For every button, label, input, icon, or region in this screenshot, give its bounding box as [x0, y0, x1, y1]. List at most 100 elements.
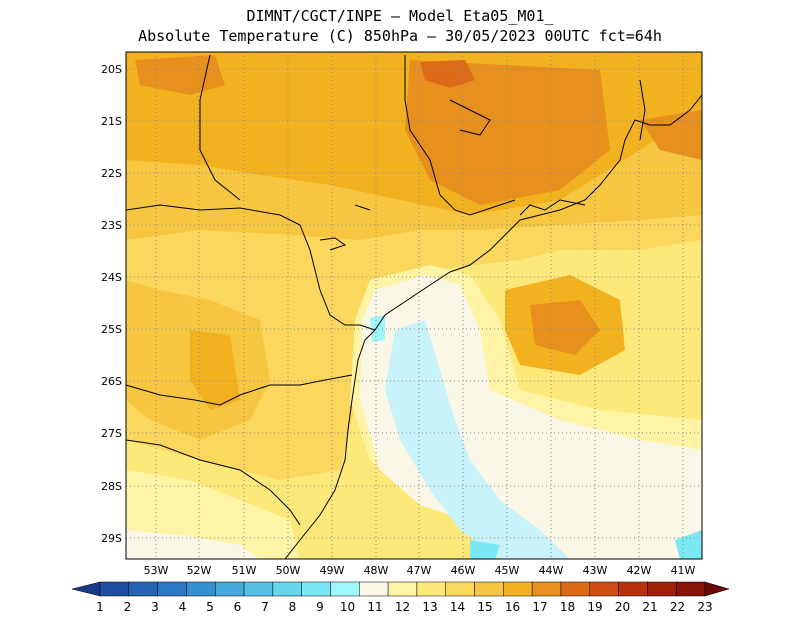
colorbar-swatch [445, 581, 475, 597]
reservoir-lines [449, 99, 491, 136]
colorbar-swatch [675, 581, 706, 597]
lon-label: 50W [276, 564, 301, 577]
colorbar-label: 4 [179, 600, 187, 614]
colorbar-swatch [157, 581, 187, 597]
field-17-east [640, 110, 702, 160]
river-lines [354, 204, 371, 211]
colorbar-arrow-low [71, 581, 101, 597]
colorbar-label: 14 [450, 600, 465, 614]
lat-label: 25S [101, 323, 122, 336]
colorbar-swatch [359, 581, 389, 597]
lon-label: 52W [187, 564, 212, 577]
boundaries [126, 54, 702, 559]
colorbar-label: 16 [505, 600, 520, 614]
colorbar-swatch [531, 581, 562, 597]
state-border-mg [639, 79, 646, 141]
colorbar-label: 8 [289, 600, 297, 614]
colorbar-label: 9 [316, 600, 324, 614]
colorbar-label: 18 [560, 600, 575, 614]
map-title-line-2: Absolute Temperature (C) 850hPa – 30/05/… [138, 27, 662, 45]
lon-label: 42W [627, 564, 652, 577]
longitude-labels: 53W 52W 51W 50W 49W 48W 47W 46W 45W 44W … [144, 564, 696, 577]
lat-label: 27S [101, 427, 122, 440]
field-9-southeast [675, 530, 702, 559]
colorbar-label: 5 [206, 600, 214, 614]
colorbar-label: 7 [261, 600, 269, 614]
state-border-rj [519, 199, 586, 216]
field-10-bay [370, 315, 385, 342]
lon-label: 45W [495, 564, 520, 577]
state-border-pr [126, 204, 376, 331]
colorbar-label: 20 [615, 600, 630, 614]
colorbar-swatch [589, 581, 619, 597]
state-border-sp [404, 55, 516, 216]
lat-label: 20S [101, 63, 122, 76]
colorbar-swatch [186, 581, 216, 597]
colorbar-label: 17 [532, 600, 547, 614]
lat-label: 24S [101, 271, 122, 284]
state-border-ms [199, 54, 241, 201]
map-title-line-1: DIMNT/CGCT/INPE – Model Eta05_M01_ [246, 7, 554, 25]
lon-label: 49W [320, 564, 345, 577]
colorbar-swatch [301, 581, 331, 597]
lat-label: 21S [101, 115, 122, 128]
colorbar-label: 10 [340, 600, 355, 614]
colorbar-swatch [272, 581, 302, 597]
colorbar-swatch [560, 581, 591, 597]
coastline [284, 94, 702, 559]
lon-label: 47W [407, 564, 432, 577]
colorbar-label: 6 [234, 600, 242, 614]
colorbar-swatch [99, 581, 130, 597]
colorbar-label: 2 [124, 600, 132, 614]
field-9-south [470, 540, 500, 559]
colorbar-label: 23 [697, 600, 712, 614]
map-frame [125, 51, 703, 560]
graticule [126, 52, 702, 559]
colorbar-label: 13 [422, 600, 437, 614]
colorbar-swatch [618, 581, 648, 597]
colorbar-arrow-high [704, 581, 730, 597]
temperature-field [126, 52, 702, 559]
colorbar-swatch [128, 581, 158, 597]
colorbar-label: 1 [96, 600, 104, 614]
colorbar: 1 2 3 4 5 6 7 8 9 10 11 12 13 14 15 16 17 18 19 20 21 22 23 [71, 581, 730, 614]
latitude-labels: 20S 21S 22S 23S 24S 25S 26S 27S 28S 29S [101, 63, 122, 545]
field-10-offshore [385, 320, 570, 559]
colorbar-swatch [503, 581, 533, 597]
field-18-core [420, 60, 475, 88]
colorbar-swatch [647, 581, 677, 597]
colorbar-label: 3 [151, 600, 159, 614]
field-16-southwest [190, 330, 240, 410]
lon-label: 53W [144, 564, 169, 577]
lon-label: 46W [451, 564, 476, 577]
colorbar-label: 12 [395, 600, 410, 614]
lon-label: 41W [671, 564, 696, 577]
colorbar-label: 19 [587, 600, 602, 614]
lon-label: 48W [364, 564, 389, 577]
colorbar-label: 22 [670, 600, 685, 614]
lat-label: 29S [101, 532, 122, 545]
lat-label: 22S [101, 167, 122, 180]
state-border-sc [126, 374, 353, 406]
colorbar-swatch [214, 581, 245, 597]
lon-label: 43W [583, 564, 608, 577]
colorbar-swatch [330, 581, 360, 597]
colorbar-swatch [387, 581, 418, 597]
colorbar-label: 11 [367, 600, 382, 614]
colorbar-swatch [416, 581, 446, 597]
colorbar-label: 21 [642, 600, 657, 614]
country-border-south [126, 439, 301, 526]
colorbar-swatch [243, 581, 274, 597]
lat-label: 23S [101, 219, 122, 232]
field-17-northwest [135, 55, 225, 95]
lat-label: 26S [101, 375, 122, 388]
colorbar-swatch [474, 581, 504, 597]
lat-label: 28S [101, 480, 122, 493]
lon-label: 44W [539, 564, 564, 577]
field-11-southwest [126, 530, 260, 559]
colorbar-label: 15 [477, 600, 492, 614]
lon-label: 51W [232, 564, 257, 577]
field-17-offshore-over [530, 300, 600, 355]
reservoir-lines-pr [319, 237, 347, 251]
